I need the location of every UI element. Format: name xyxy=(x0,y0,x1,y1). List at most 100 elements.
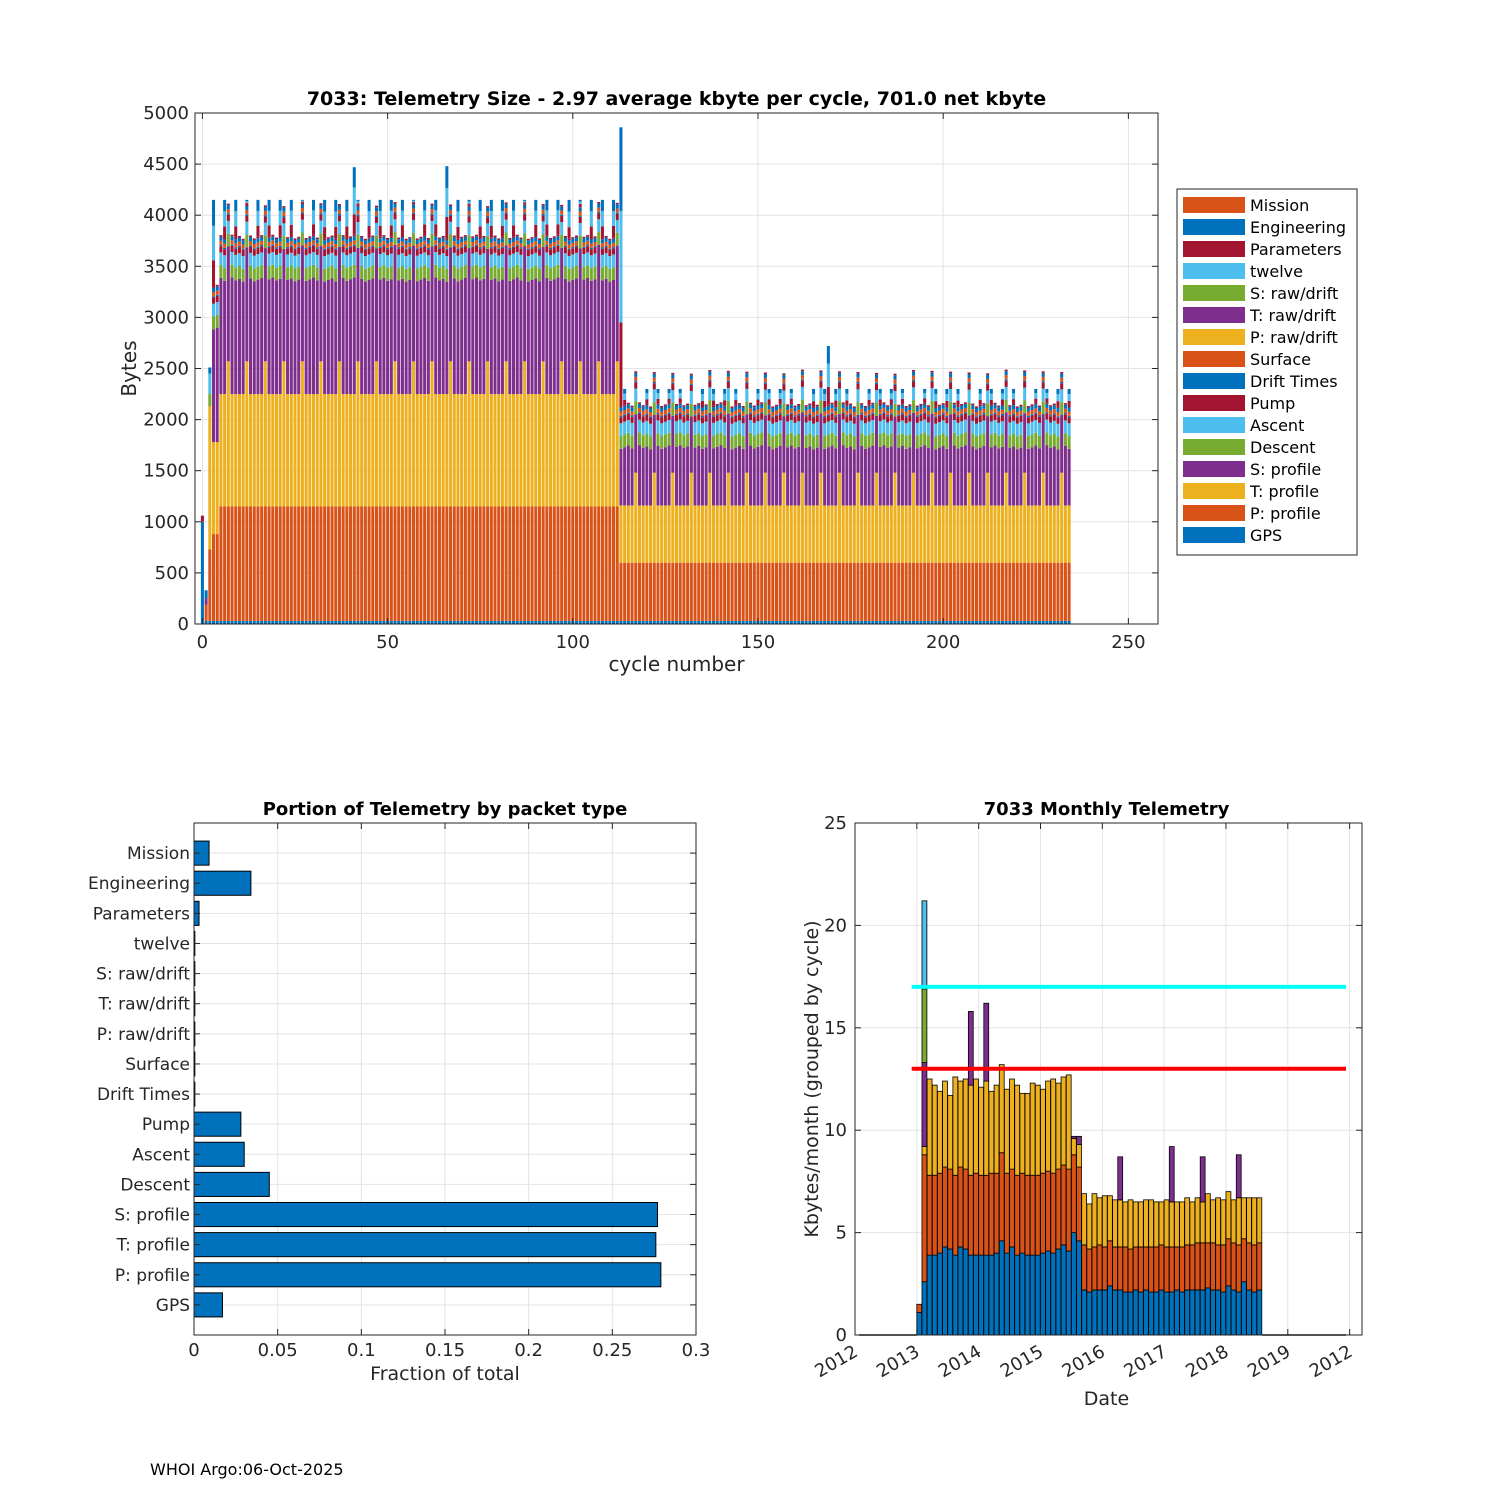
top-bar-cycle xyxy=(430,203,434,624)
top-bar-cycle xyxy=(419,236,423,624)
bar-segment xyxy=(345,620,349,624)
bar-segment xyxy=(415,255,419,269)
bar-segment xyxy=(441,265,445,279)
bar-segment xyxy=(1012,412,1016,414)
bar-segment xyxy=(393,207,397,211)
bar-segment xyxy=(652,373,656,378)
bar-segment xyxy=(786,620,790,624)
bar-segment xyxy=(374,215,379,217)
bar-segment xyxy=(619,417,623,424)
bar-segment xyxy=(526,268,530,282)
bar-segment xyxy=(556,243,560,245)
bar-segment xyxy=(786,447,790,506)
bar-segment xyxy=(426,246,430,248)
bar-segment-ascent xyxy=(612,211,616,226)
bar-segment xyxy=(708,400,712,413)
bar-segment xyxy=(878,413,882,416)
bar-segment xyxy=(730,423,734,437)
bar-segment xyxy=(952,445,956,506)
bar-segment xyxy=(523,506,527,621)
bar-segment xyxy=(493,620,497,624)
bar-segment xyxy=(430,203,434,206)
bar-segment xyxy=(326,620,330,624)
bar-segment xyxy=(382,236,386,241)
bar-segment xyxy=(741,423,745,437)
bar-segment xyxy=(637,403,641,408)
bar-segment xyxy=(997,435,1001,449)
bar-segment xyxy=(352,506,356,621)
bar-segment xyxy=(874,620,879,624)
bar-segment xyxy=(823,448,827,506)
bar-segment xyxy=(849,413,853,415)
bar-segment xyxy=(649,436,653,450)
bar-segment xyxy=(804,416,808,423)
bar-segment xyxy=(767,562,771,621)
bar-segment xyxy=(593,266,597,280)
bar-segment xyxy=(612,267,616,280)
bar-segment xyxy=(960,446,964,506)
bar-segment xyxy=(578,207,582,212)
bar-segment xyxy=(378,242,382,246)
bar-segment-pump xyxy=(300,201,304,203)
bar-segment xyxy=(934,505,938,563)
bar-segment xyxy=(537,394,541,507)
bar-segment xyxy=(523,220,527,234)
br-bar-segment xyxy=(1194,1242,1201,1291)
bar-segment-ascent xyxy=(619,210,623,323)
bar-segment xyxy=(452,235,456,238)
bar-segment xyxy=(889,433,893,447)
bar-segment xyxy=(608,394,612,507)
bar-segment xyxy=(315,237,319,240)
bar-segment xyxy=(274,247,279,249)
bar-segment xyxy=(508,247,512,250)
bar-segment xyxy=(667,445,671,506)
bar-segment xyxy=(512,245,516,247)
bar-segment xyxy=(478,247,482,249)
bar-segment xyxy=(608,281,612,395)
top-y-tick-label: 3500 xyxy=(143,256,189,277)
bar-segment-ascent xyxy=(845,393,849,401)
bar-segment xyxy=(526,249,530,257)
bar-segment xyxy=(749,562,753,621)
bar-segment-engineering xyxy=(345,199,349,212)
bar-segment xyxy=(552,247,556,254)
br-bar-segment xyxy=(942,1080,948,1168)
bar-segment xyxy=(597,210,601,212)
bar-segment xyxy=(537,249,541,256)
bar-segment xyxy=(363,394,367,507)
bar-segment xyxy=(252,244,256,248)
bar-segment xyxy=(267,241,271,246)
br-x-tick-label: 2015 xyxy=(997,1341,1047,1382)
bar-segment xyxy=(778,411,782,414)
bar-segment xyxy=(956,405,960,408)
top-bar-cycle xyxy=(434,199,438,624)
bar-segment xyxy=(741,417,745,424)
bar-segment-ascent xyxy=(789,393,793,399)
bar-segment xyxy=(886,405,890,407)
bar-segment-pump xyxy=(789,398,793,403)
bar-segment xyxy=(345,237,349,240)
top-bar-cycle xyxy=(574,235,579,624)
bar-segment xyxy=(900,404,904,409)
top-bar-cycle xyxy=(278,199,282,624)
bar-segment xyxy=(812,620,816,624)
bar-segment xyxy=(597,232,601,245)
bar-segment xyxy=(800,562,804,621)
top-bar-cycle xyxy=(919,403,923,624)
bar-segment xyxy=(923,432,927,446)
bar-segment-ascent xyxy=(356,201,360,204)
bar-segment xyxy=(874,374,879,379)
bar-segment xyxy=(726,381,730,389)
bar-segment xyxy=(286,254,290,268)
br-bar-segment xyxy=(1174,1289,1180,1336)
bar-segment xyxy=(360,506,364,621)
bar-segment xyxy=(541,361,545,507)
bar-segment-engineering xyxy=(600,199,604,212)
bar-segment xyxy=(763,402,767,416)
bar-segment xyxy=(826,405,830,410)
bar-segment xyxy=(1067,423,1071,437)
bar-segment xyxy=(1000,446,1004,506)
bar-segment xyxy=(434,234,438,237)
bar-segment xyxy=(608,244,612,248)
